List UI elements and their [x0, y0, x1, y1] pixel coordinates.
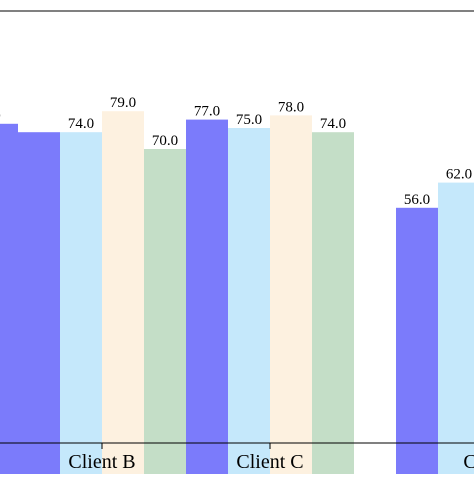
data-label-3-series-2: 75.0 — [236, 112, 262, 128]
x-tick-label-3: Client C — [236, 451, 303, 473]
data-label-3-series-4: 74.0 — [320, 116, 346, 132]
bar-2-series-4 — [144, 149, 186, 479]
bar-3-series-2 — [228, 128, 270, 479]
bar-2-series-1 — [18, 132, 60, 479]
bar-2-series-3 — [102, 111, 144, 479]
bar-3-series-1 — [186, 119, 228, 479]
bar-1-series-1 — [0, 123, 18, 479]
bar-2-series-2 — [60, 132, 102, 479]
bar-4-series-2 — [438, 182, 474, 479]
x-tick-label-2: Client B — [68, 451, 135, 473]
data-label-4-series-2: 62.0 — [446, 167, 472, 183]
data-label-3-series-3: 78.0 — [278, 99, 304, 115]
data-label-2-series-2: 74.0 — [68, 116, 94, 132]
bars-layer — [0, 111, 474, 479]
data-label-1-series-1: 0 — [0, 108, 1, 124]
data-label-2-series-3: 79.0 — [110, 95, 136, 111]
data-label-3-series-1: 77.0 — [194, 104, 220, 120]
x-axis: Client B Client C Clie — [0, 10, 474, 473]
bar-3-series-3 — [270, 115, 312, 479]
x-tick-label-4: Clie — [463, 451, 474, 473]
bar-3-series-4 — [312, 132, 354, 479]
bar-4-series-1 — [396, 207, 438, 479]
data-labels-layer: 0 74.0 79.0 70.0 77.0 75.0 78.0 74.0 56.0 62.0 — [0, 95, 472, 208]
data-label-4-series-1: 56.0 — [404, 192, 430, 208]
data-label-2-series-4: 70.0 — [152, 133, 178, 149]
